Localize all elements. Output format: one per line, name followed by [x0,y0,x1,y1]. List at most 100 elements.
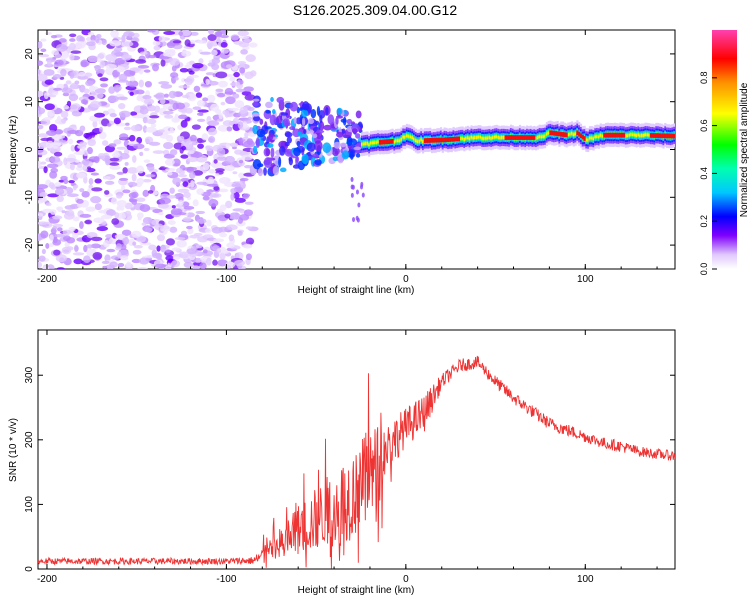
heatmap-noise-cell [187,93,197,102]
heatmap-noise-cell [175,102,186,110]
heatmap-signal-cell [565,132,568,138]
heatmap-noise-cell [164,114,174,119]
heatmap-noise-cell [38,133,49,138]
heatmap-noise-cell [183,167,194,171]
heatmap-noise-cell [72,252,85,256]
heatmap-transition-cell [270,147,275,158]
heatmap-noise-cell [171,247,181,252]
heatmap-noise-cell [107,61,113,65]
heatmap-noise-cell [238,172,246,179]
heatmap-noise-cell [146,118,157,125]
heatmap-signal-cell [567,133,570,136]
heatmap-noise-cell [79,221,84,230]
heatmap-signal-cell [513,135,516,140]
heatmap-noise-cell [190,31,199,36]
heatmap-transition-cell [350,192,354,198]
colorbar-label: Normalized spectral amplitude [739,82,750,217]
heatmap-noise-cell [38,255,46,262]
heatmap-noise-cell [202,97,209,102]
heatmap-noise-cell [133,245,143,249]
heatmap-noise-cell [116,146,127,150]
heatmap-noise-cell [182,181,189,187]
heatmap-noise-cell [46,59,52,67]
heatmap-signal-cell [538,135,541,139]
heatmap-noise-cell [132,241,137,246]
heatmap-noise-cell [186,248,198,255]
heatmap-noise-cell [122,189,131,194]
heatmap-noise-cell [219,232,228,238]
heatmap-noise-cell [199,262,207,269]
heatmap-noise-cell [178,31,184,36]
heatmap-signal-cell [613,132,617,138]
heatmap-signal-cell [529,135,532,140]
heatmap-noise-cell [49,123,58,132]
heatmap-signal-cell [633,133,636,137]
heatmap-noise-cell [58,38,67,43]
heatmap-signal-cell [588,136,592,140]
heatmap-signal-cell [617,132,620,138]
heatmap-noise-cell [177,174,188,178]
heatmap-noise-cell [193,85,201,93]
heatmap-noise-cell [97,152,106,160]
heatmap-noise-cell [39,191,48,198]
heatmap-noise-cell [118,177,129,181]
heatmap-signal-cell [642,133,645,137]
heatmap-transition-cell [257,168,264,177]
heatmap-signal-cell [495,135,498,139]
heatmap-noise-cell [131,115,144,119]
heatmap-noise-cell [109,162,120,166]
heatmap-transition-cell [351,128,358,134]
heatmap-signal-cell [439,137,443,143]
heatmap-noise-cell [109,40,122,47]
heatmap-transition-cell [263,167,267,176]
heatmap-noise-cell [116,171,125,175]
heatmap-noise-cell [202,195,210,201]
heatmap-signal-cell [558,131,561,137]
heatmap-noise-cell [86,244,93,249]
heatmap-noise-cell [99,77,109,82]
heatmap-noise-cell [126,167,139,174]
heatmap-noise-cell [139,107,149,115]
heatmap-transition-cell [256,128,266,138]
heatmap-noise-cell [131,199,138,205]
heatmap-noise-cell [162,103,174,110]
heatmap-noise-cell [94,112,106,118]
heatmap-noise-cell [135,89,145,95]
heatmap-noise-cell [172,256,181,260]
heatmap-noise-cell [38,184,49,190]
heatmap-signal-cell [429,137,432,143]
heatmap-noise-cell [86,41,96,47]
heatmap-noise-cell [206,94,216,103]
heatmap-signal-cell [545,132,549,136]
heatmap-noise-cell [129,91,134,96]
heatmap-noise-cell [53,151,63,157]
heatmap-signal-cell [570,131,574,135]
heatmap-signal-cell [658,133,662,139]
heatmap-noise-cell [233,71,240,78]
heatmap-transition-cell [265,101,273,109]
heatmap-signal-cell [360,142,364,146]
heatmap-noise-cell [231,183,242,188]
heatmap-signal-cell [603,132,606,138]
heatmap-noise-cell [199,51,212,55]
heatmap-noise-cell [92,251,103,260]
heatmap-noise-cell [101,140,109,146]
heatmap-noise-cell [73,258,83,265]
heatmap-noise-cell [51,215,63,220]
heatmap-noise-cell [178,114,188,120]
heatmap-noise-cell [52,239,62,246]
heatmap-signal-cell [666,133,669,139]
heatmap-noise-cell [242,121,248,129]
heatmap-signal-cell [441,137,444,143]
heatmap-noise-cell [195,210,206,215]
heatmap-noise-cell [207,34,217,42]
heatmap-noise-cell [213,159,218,164]
heatmap-signal-cell [407,134,410,138]
heatmap-noise-cell [78,150,85,156]
heatmap-transition-cell [343,109,347,115]
heatmap-signal-cell [420,138,423,142]
heatmap-noise-cell [171,205,176,209]
heatmap-signal-cell [605,132,608,138]
heatmap-noise-cell [211,63,220,71]
